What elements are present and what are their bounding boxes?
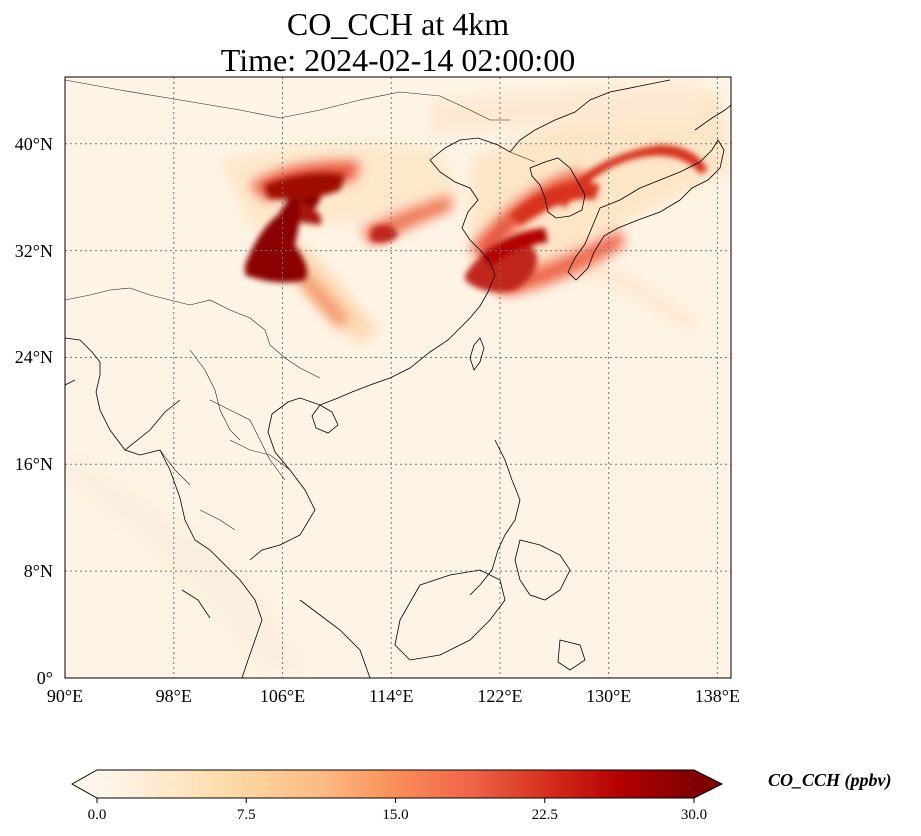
x-tick-label: 90°E bbox=[46, 686, 84, 706]
colorbar-tick-label: 30.0 bbox=[680, 807, 708, 823]
map-subtitle: Time: 2024-02-14 02:00:00 bbox=[220, 42, 576, 78]
x-tick-label: 122°E bbox=[477, 686, 523, 706]
country-borders bbox=[65, 79, 536, 531]
x-tick-label: 138°E bbox=[694, 686, 741, 706]
colorbar-label: CO_CCH (ppbv) bbox=[768, 770, 892, 790]
map-title: CO_CCH at 4km bbox=[286, 6, 510, 42]
colorbar-gradient bbox=[97, 770, 694, 798]
x-tick-label: 98°E bbox=[155, 686, 192, 706]
colorbar-tick-label: 0.0 bbox=[87, 807, 107, 823]
colorbar-tick-label: 7.5 bbox=[236, 807, 256, 823]
x-tick-label: 130°E bbox=[586, 686, 632, 706]
y-tick-label: 8°N bbox=[23, 561, 53, 582]
x-tick-label: 106°E bbox=[259, 686, 306, 706]
map-frame bbox=[64, 76, 732, 679]
colorbar-tick-label: 15.0 bbox=[382, 807, 409, 823]
y-tick-label: 0° bbox=[36, 668, 53, 688]
colorbar bbox=[70, 769, 724, 803]
y-tick-label: 40°N bbox=[14, 133, 53, 154]
y-tick-label: 24°N bbox=[14, 347, 53, 368]
gridlines bbox=[65, 77, 731, 678]
x-tick-label: 114°E bbox=[368, 686, 414, 706]
colorbar-under-extension bbox=[72, 770, 97, 798]
colorbar-tick-label: 22.5 bbox=[531, 807, 558, 823]
coastlines bbox=[65, 79, 731, 678]
y-tick-label: 16°N bbox=[14, 454, 53, 475]
y-tick-label: 32°N bbox=[14, 240, 53, 261]
colorbar-over-extension bbox=[694, 770, 722, 798]
co-concentration-field bbox=[70, 80, 730, 678]
